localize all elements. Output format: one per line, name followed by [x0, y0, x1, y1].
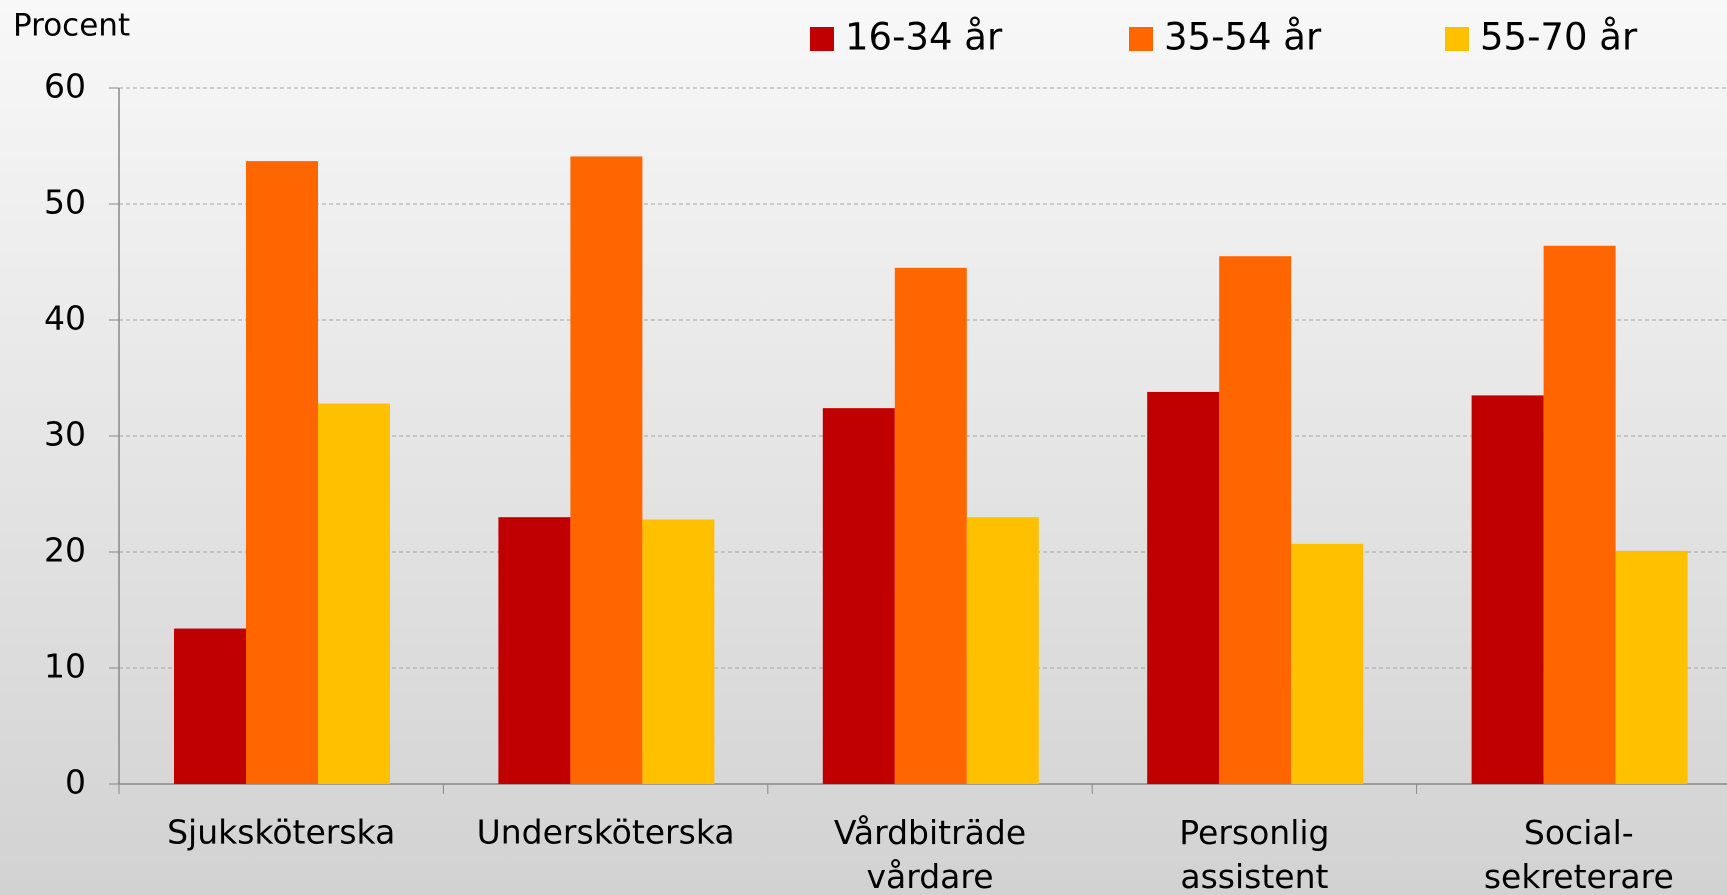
bar — [1615, 550, 1688, 784]
bar — [1543, 245, 1616, 784]
x-tick-label: Social-sekreterare — [1484, 813, 1674, 895]
bar — [318, 403, 390, 784]
bar — [642, 519, 715, 784]
legend-swatch — [810, 27, 834, 51]
y-tick-label: 50 — [44, 183, 86, 222]
y-tick-label: 30 — [44, 415, 86, 454]
bar — [822, 408, 895, 784]
bar — [246, 161, 318, 784]
y-axis-label: Procent — [13, 8, 130, 44]
x-tick-label: Undersköterska — [477, 813, 735, 852]
legend-label: 35-54 år — [1164, 16, 1322, 59]
x-tick-label: Vårdbiträde vårdare — [834, 813, 1026, 895]
bar — [894, 267, 967, 784]
legend-swatch — [1129, 27, 1153, 51]
legend-swatch — [1445, 27, 1469, 51]
y-tick-label: 20 — [44, 531, 86, 570]
bar — [498, 517, 571, 784]
y-tick-label: 0 — [65, 763, 86, 802]
y-tick-label: 60 — [44, 67, 86, 106]
bar — [1147, 391, 1220, 784]
legend-label: 55-70 år — [1480, 16, 1638, 59]
bar — [570, 156, 643, 784]
bar — [1291, 543, 1364, 784]
bar — [1219, 256, 1292, 784]
bar — [174, 628, 246, 784]
y-tick-label: 40 — [44, 299, 86, 338]
x-tick-label: Sjuksköterska — [167, 813, 395, 852]
bar — [966, 517, 1039, 784]
y-tick-label: 10 — [44, 647, 86, 686]
bar — [1471, 395, 1544, 784]
x-tick-label: Personlig assistent — [1179, 813, 1329, 895]
legend-label: 16-34 år — [845, 16, 1003, 59]
